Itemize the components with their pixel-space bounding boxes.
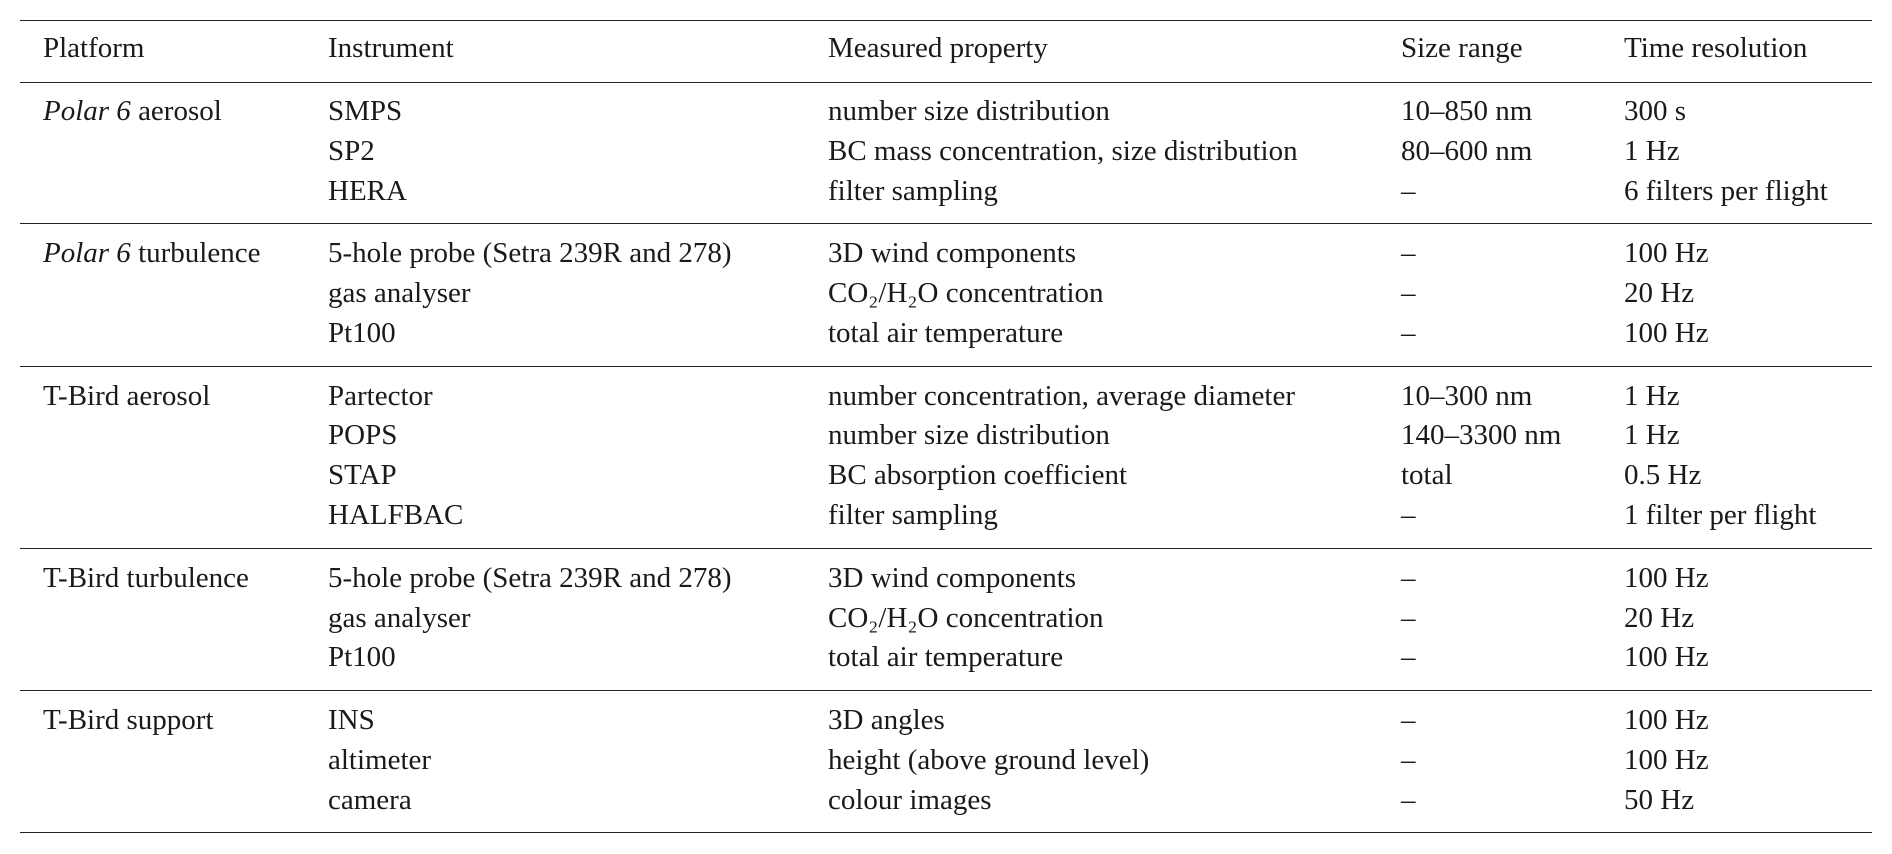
cell: SP2 bbox=[328, 134, 375, 167]
cell: 100 Hz bbox=[1624, 641, 1709, 674]
platform-name: aerosol bbox=[130, 95, 222, 127]
cell: number size distribution bbox=[828, 419, 1110, 452]
rule-line bbox=[20, 832, 1872, 834]
cell: 3D wind components bbox=[828, 561, 1077, 594]
cell: filter sampling bbox=[828, 499, 998, 531]
cell: – bbox=[1401, 641, 1416, 674]
cell: – bbox=[1401, 783, 1416, 816]
cell: total air temperature bbox=[828, 641, 1064, 674]
rule-line bbox=[20, 223, 1872, 225]
platform-cell: Polar 6 turbulence bbox=[43, 235, 260, 271]
cell: POPS bbox=[328, 419, 398, 452]
cell: total air temperature bbox=[828, 316, 1064, 349]
cell: – bbox=[1401, 743, 1416, 776]
cell: 1 filter per flight bbox=[1624, 499, 1817, 531]
cell: SMPS bbox=[328, 95, 403, 127]
cell: – bbox=[1401, 316, 1416, 349]
cell: gas analyser bbox=[328, 601, 471, 634]
rule-line bbox=[20, 82, 1872, 83]
cell: – bbox=[1401, 277, 1416, 310]
cell: BC mass concentration, size distribution bbox=[828, 134, 1298, 167]
cell: 1 Hz bbox=[1624, 134, 1680, 167]
cell: colour images bbox=[828, 783, 992, 816]
header-cell: Time resolution bbox=[1624, 32, 1808, 64]
rule-line bbox=[20, 689, 1872, 691]
cell: camera bbox=[328, 783, 412, 816]
cell: 100 Hz bbox=[1624, 561, 1709, 594]
platform-name: T-Bird support bbox=[43, 704, 214, 736]
cell: STAP bbox=[328, 459, 397, 492]
cell: 50 Hz bbox=[1624, 783, 1695, 816]
header-cell: Instrument bbox=[328, 32, 454, 64]
header-cell: Size range bbox=[1401, 32, 1523, 64]
cell: 1 Hz bbox=[1624, 419, 1680, 452]
header-cell: Measured property bbox=[828, 32, 1048, 64]
cell: HERA bbox=[328, 174, 407, 207]
cell: – bbox=[1401, 499, 1416, 531]
cell: Partector bbox=[328, 379, 433, 412]
cell: HALFBAC bbox=[328, 499, 464, 531]
cell: – bbox=[1401, 601, 1416, 634]
cell: 0.5 Hz bbox=[1624, 459, 1702, 492]
cell: 5-hole probe (Setra 239R and 278) bbox=[328, 237, 732, 270]
cell: – bbox=[1401, 561, 1416, 594]
cell: number size distribution bbox=[828, 95, 1110, 127]
cell: INS bbox=[328, 704, 375, 736]
cell: 20 Hz bbox=[1624, 277, 1695, 310]
cell: 100 Hz bbox=[1624, 237, 1709, 270]
cell: 140–3300 nm bbox=[1401, 419, 1562, 452]
platform-name: turbulence bbox=[130, 237, 261, 270]
cell: 6 filters per flight bbox=[1624, 174, 1828, 207]
platform-name: T-Bird aerosol bbox=[43, 379, 211, 412]
rule-line bbox=[20, 547, 1872, 549]
rule-line bbox=[20, 365, 1872, 367]
cell: height (above ground level) bbox=[828, 743, 1150, 776]
cell: total bbox=[1401, 459, 1453, 492]
cell: number concentration, average diameter bbox=[828, 379, 1295, 412]
cell: – bbox=[1401, 704, 1416, 736]
platform-cell: T-Bird turbulence bbox=[43, 560, 249, 596]
cell: 3D wind components bbox=[828, 237, 1077, 270]
header-cell: Platform bbox=[43, 32, 145, 64]
cell: 100 Hz bbox=[1624, 704, 1709, 736]
cell: 3D angles bbox=[828, 704, 945, 736]
cell: 100 Hz bbox=[1624, 743, 1709, 776]
platform-name: T-Bird turbulence bbox=[43, 561, 249, 594]
platform-cell: T-Bird support bbox=[43, 702, 214, 738]
cell: 10–300 nm bbox=[1401, 379, 1533, 412]
cell: filter sampling bbox=[828, 174, 998, 207]
platform-italic: Polar 6 bbox=[43, 237, 131, 270]
cell: 20 Hz bbox=[1624, 601, 1695, 634]
platform-cell: T-Bird aerosol bbox=[43, 378, 210, 414]
rule-line bbox=[20, 20, 1872, 21]
cell: altimeter bbox=[328, 743, 432, 776]
platform-italic: Polar 6 bbox=[43, 95, 131, 127]
cell: 100 Hz bbox=[1624, 316, 1709, 349]
cell: 5-hole probe (Setra 239R and 278) bbox=[328, 561, 732, 594]
cell: CO₂/H₂O concentration bbox=[828, 277, 1104, 310]
cell: 1 Hz bbox=[1624, 379, 1680, 412]
cell: gas analyser bbox=[328, 277, 471, 310]
cell: 10–850 nm bbox=[1401, 95, 1533, 127]
platform-cell: Polar 6 aerosol bbox=[43, 93, 222, 129]
cell: 80–600 nm bbox=[1401, 134, 1533, 167]
cell: CO₂/H₂O concentration bbox=[828, 601, 1104, 634]
cell: 300 s bbox=[1624, 95, 1687, 127]
cell: – bbox=[1401, 237, 1416, 270]
cell: Pt100 bbox=[328, 316, 396, 349]
cell: BC absorption coefficient bbox=[828, 459, 1128, 492]
cell: – bbox=[1401, 174, 1416, 207]
cell: Pt100 bbox=[328, 641, 396, 674]
